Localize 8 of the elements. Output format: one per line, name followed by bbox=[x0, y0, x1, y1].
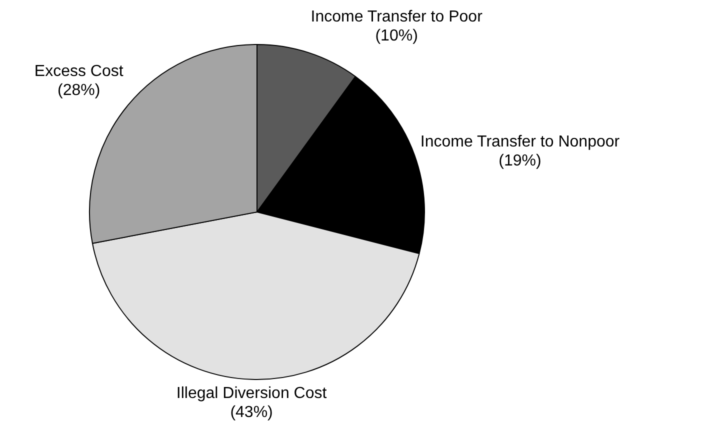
data-label: (28%) bbox=[58, 82, 100, 99]
slice-label: Illegal Diversion Cost bbox=[176, 384, 328, 402]
slice-label: Income Transfer to Nonpoor bbox=[420, 134, 620, 151]
data-label: (10%) bbox=[375, 27, 418, 44]
slice-label: Income Transfer to Poor bbox=[310, 8, 484, 26]
slice-label: Excess Cost bbox=[34, 62, 124, 80]
data-label: (43%) bbox=[230, 404, 273, 421]
data-label: (19%) bbox=[498, 152, 542, 170]
